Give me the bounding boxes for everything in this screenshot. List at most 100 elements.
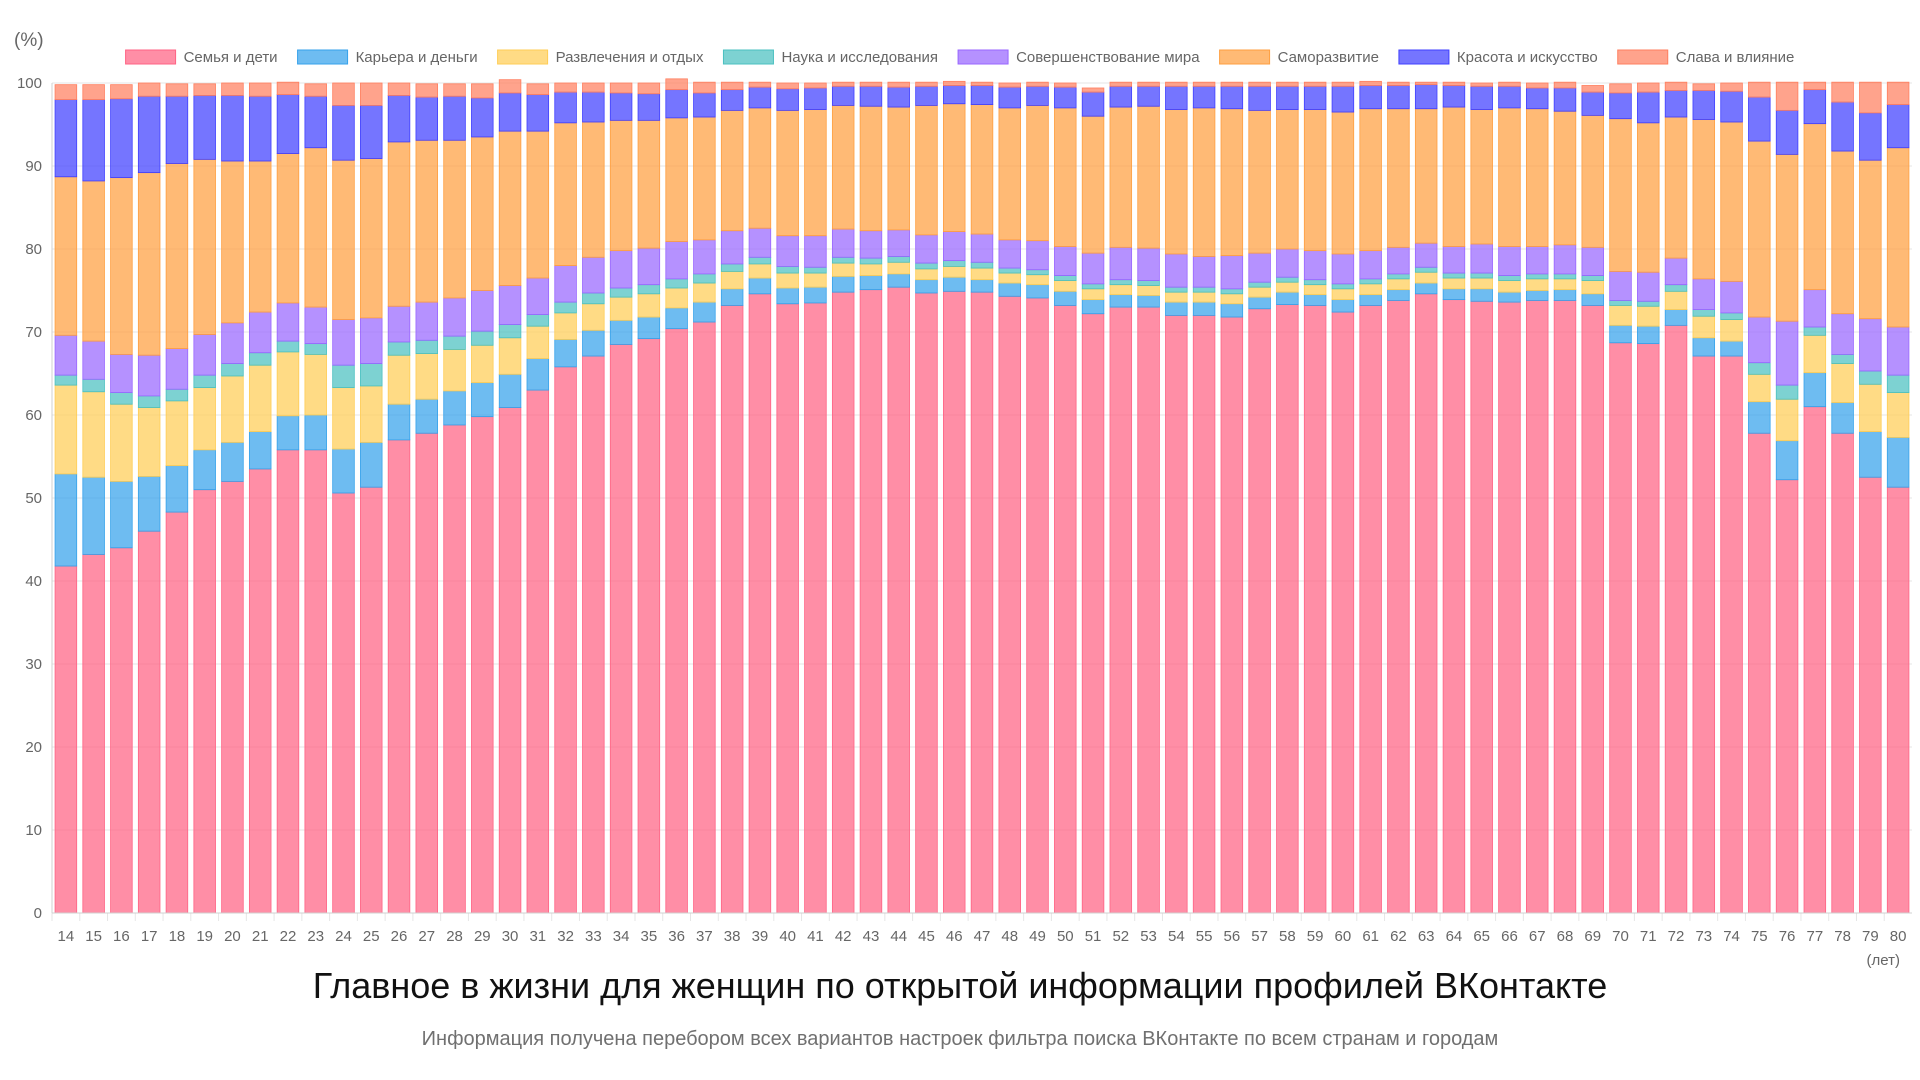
bar-segment[interactable]: [1859, 431, 1882, 478]
bar-segment[interactable]: [804, 82, 827, 89]
bar-segment[interactable]: [1609, 92, 1632, 120]
bar-segment[interactable]: [859, 257, 883, 265]
bar-segment[interactable]: [1581, 114, 1604, 248]
bar-segment[interactable]: [609, 92, 633, 121]
bar-segment[interactable]: [1775, 109, 1799, 155]
bar-segment[interactable]: [415, 353, 439, 400]
bar-segment[interactable]: [1137, 105, 1160, 249]
bar-segment[interactable]: [1276, 248, 1299, 278]
bar-segment[interactable]: [82, 476, 105, 555]
bar-segment[interactable]: [1553, 273, 1577, 280]
bar-segment[interactable]: [1026, 85, 1049, 106]
bar-segment[interactable]: [970, 279, 994, 293]
bar-segment[interactable]: [1525, 290, 1549, 301]
bar-segment[interactable]: [1026, 297, 1049, 914]
bar-segment[interactable]: [137, 354, 161, 397]
bar-segment[interactable]: [1248, 109, 1271, 254]
legend-item[interactable]: Слава и влияние: [1617, 49, 1795, 66]
bar-segment[interactable]: [1637, 91, 1660, 124]
bar-segment[interactable]: [637, 284, 661, 295]
bar-segment[interactable]: [1637, 305, 1660, 327]
bar-segment[interactable]: [1692, 119, 1716, 280]
bar-segment[interactable]: [443, 139, 466, 299]
bar-segment[interactable]: [859, 263, 883, 276]
bar-segment[interactable]: [1192, 85, 1216, 109]
bar-segment[interactable]: [1331, 253, 1355, 285]
bar-segment[interactable]: [1220, 85, 1244, 110]
bar-segment[interactable]: [609, 344, 633, 914]
bar-segment[interactable]: [193, 387, 216, 451]
bar-segment[interactable]: [221, 160, 244, 324]
bar-segment[interactable]: [943, 103, 966, 232]
legend-item[interactable]: Красота и искусство: [1398, 49, 1598, 66]
bar-segment[interactable]: [526, 83, 550, 96]
bar-segment[interactable]: [1387, 278, 1410, 291]
bar-segment[interactable]: [970, 104, 994, 235]
bar-segment[interactable]: [165, 511, 189, 914]
bar-segment[interactable]: [387, 95, 411, 143]
bar-segment[interactable]: [1498, 81, 1521, 87]
bar-segment[interactable]: [1803, 406, 1827, 914]
bar-segment[interactable]: [332, 387, 355, 450]
bar-segment[interactable]: [332, 492, 355, 914]
bar-segment[interactable]: [1859, 81, 1882, 114]
bar-segment[interactable]: [887, 106, 910, 231]
bar-segment[interactable]: [748, 107, 772, 229]
bar-segment[interactable]: [1137, 306, 1160, 914]
bar-segment[interactable]: [1414, 108, 1438, 244]
bar-segment[interactable]: [110, 392, 133, 405]
bar-segment[interactable]: [1026, 274, 1049, 286]
bar-segment[interactable]: [1831, 432, 1854, 914]
bar-segment[interactable]: [276, 340, 300, 353]
bar-segment[interactable]: [526, 358, 550, 391]
bar-segment[interactable]: [943, 266, 966, 278]
bar-segment[interactable]: [221, 363, 244, 377]
bar-segment[interactable]: [1331, 288, 1355, 301]
bar-segment[interactable]: [1720, 90, 1743, 123]
bar-segment[interactable]: [221, 480, 244, 914]
bar-segment[interactable]: [1276, 109, 1299, 250]
bar-segment[interactable]: [970, 261, 994, 269]
bar-segment[interactable]: [998, 267, 1021, 274]
bar-segment[interactable]: [1886, 374, 1910, 393]
bar-segment[interactable]: [693, 273, 716, 284]
bar-segment[interactable]: [887, 261, 910, 275]
bar-segment[interactable]: [193, 489, 216, 914]
bar-segment[interactable]: [82, 99, 105, 182]
bar-segment[interactable]: [526, 325, 550, 359]
bar-segment[interactable]: [1414, 84, 1438, 110]
bar-segment[interactable]: [582, 82, 605, 93]
bar-segment[interactable]: [54, 84, 78, 101]
bar-segment[interactable]: [1276, 281, 1299, 293]
bar-segment[interactable]: [1026, 284, 1049, 299]
bar-segment[interactable]: [831, 256, 855, 264]
bar-segment[interactable]: [831, 85, 855, 106]
bar-segment[interactable]: [1137, 247, 1160, 281]
bar-segment[interactable]: [1498, 85, 1521, 109]
bar-segment[interactable]: [471, 382, 494, 418]
bar-segment[interactable]: [304, 306, 327, 345]
bar-segment[interactable]: [110, 480, 133, 549]
bar-segment[interactable]: [1331, 81, 1355, 87]
bar-segment[interactable]: [1248, 85, 1271, 111]
bar-segment[interactable]: [665, 278, 688, 289]
bar-segment[interactable]: [609, 119, 633, 252]
bar-segment[interactable]: [360, 385, 383, 443]
bar-segment[interactable]: [776, 287, 799, 305]
bar-segment[interactable]: [82, 84, 105, 101]
bar-segment[interactable]: [915, 279, 938, 294]
bar-segment[interactable]: [943, 80, 966, 86]
bar-segment[interactable]: [1165, 81, 1188, 87]
bar-segment[interactable]: [1775, 479, 1799, 914]
bar-segment[interactable]: [1303, 81, 1327, 87]
bar-segment[interactable]: [1637, 122, 1660, 273]
bar-segment[interactable]: [887, 81, 910, 88]
bar-segment[interactable]: [554, 91, 577, 124]
bar-segment[interactable]: [1081, 283, 1105, 290]
bar-segment[interactable]: [748, 293, 772, 914]
bar-segment[interactable]: [1886, 437, 1910, 488]
bar-segment[interactable]: [1886, 486, 1910, 914]
bar-segment[interactable]: [1859, 112, 1882, 161]
bar-segment[interactable]: [998, 295, 1021, 914]
bar-segment[interactable]: [165, 388, 189, 402]
